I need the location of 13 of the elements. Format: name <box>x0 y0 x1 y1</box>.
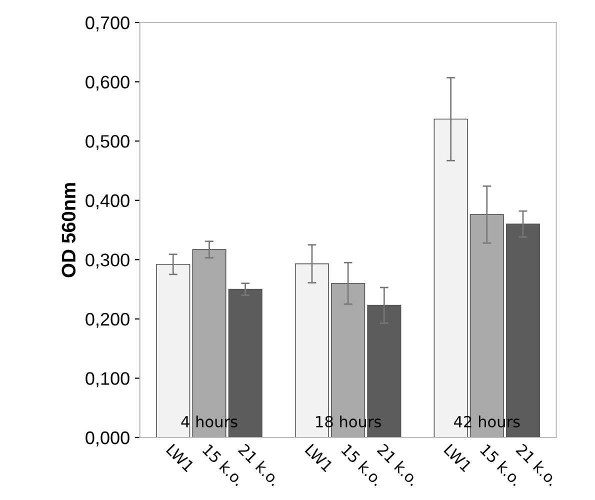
y-tick-label: 0,500 <box>86 135 130 150</box>
y-tick-label: 0,600 <box>86 76 130 91</box>
y-axis-title: OD 560nm <box>62 183 76 278</box>
y-tick-label: 0,100 <box>86 372 130 388</box>
y-tick-label: 0,000 <box>86 431 130 446</box>
y-tick-label: 0,300 <box>86 254 130 268</box>
y-tick-label: 0,200 <box>86 312 130 328</box>
text: 21 k.o. <box>238 443 281 486</box>
text: 21 k.o. <box>516 443 554 486</box>
y-tick-label: 0,700 <box>86 16 130 32</box>
x-tick-label: 4 hours <box>181 416 238 428</box>
text: 21 k.o. <box>376 443 415 486</box>
y-tick-label: 0,400 <box>86 194 130 210</box>
